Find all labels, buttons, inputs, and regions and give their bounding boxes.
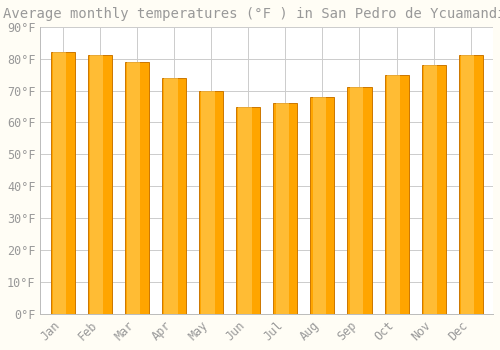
Bar: [53, 52, 66, 314]
Bar: [384, 75, 408, 314]
Bar: [236, 106, 260, 314]
Bar: [124, 62, 149, 314]
Bar: [310, 97, 334, 314]
Bar: [127, 62, 140, 314]
Bar: [164, 78, 177, 314]
Bar: [458, 56, 483, 314]
Bar: [387, 75, 400, 314]
Bar: [348, 88, 372, 314]
Bar: [422, 65, 446, 314]
Bar: [90, 56, 104, 314]
Bar: [276, 103, 289, 314]
Bar: [162, 78, 186, 314]
Bar: [88, 56, 112, 314]
Title: Average monthly temperatures (°F ) in San Pedro de Ycuamandiyús: Average monthly temperatures (°F ) in Sa…: [3, 7, 500, 21]
Bar: [273, 103, 297, 314]
Bar: [312, 97, 326, 314]
Bar: [350, 88, 363, 314]
Bar: [424, 65, 438, 314]
Bar: [461, 56, 474, 314]
Bar: [202, 91, 214, 314]
Bar: [199, 91, 223, 314]
Bar: [50, 52, 74, 314]
Bar: [238, 106, 252, 314]
